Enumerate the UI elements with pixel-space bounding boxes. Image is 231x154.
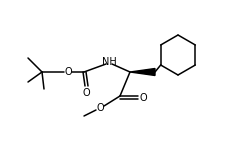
- Text: O: O: [82, 88, 90, 98]
- Text: O: O: [139, 93, 147, 103]
- Text: O: O: [64, 67, 72, 77]
- Polygon shape: [130, 69, 155, 75]
- Text: NH: NH: [102, 57, 116, 67]
- Text: O: O: [96, 103, 104, 113]
